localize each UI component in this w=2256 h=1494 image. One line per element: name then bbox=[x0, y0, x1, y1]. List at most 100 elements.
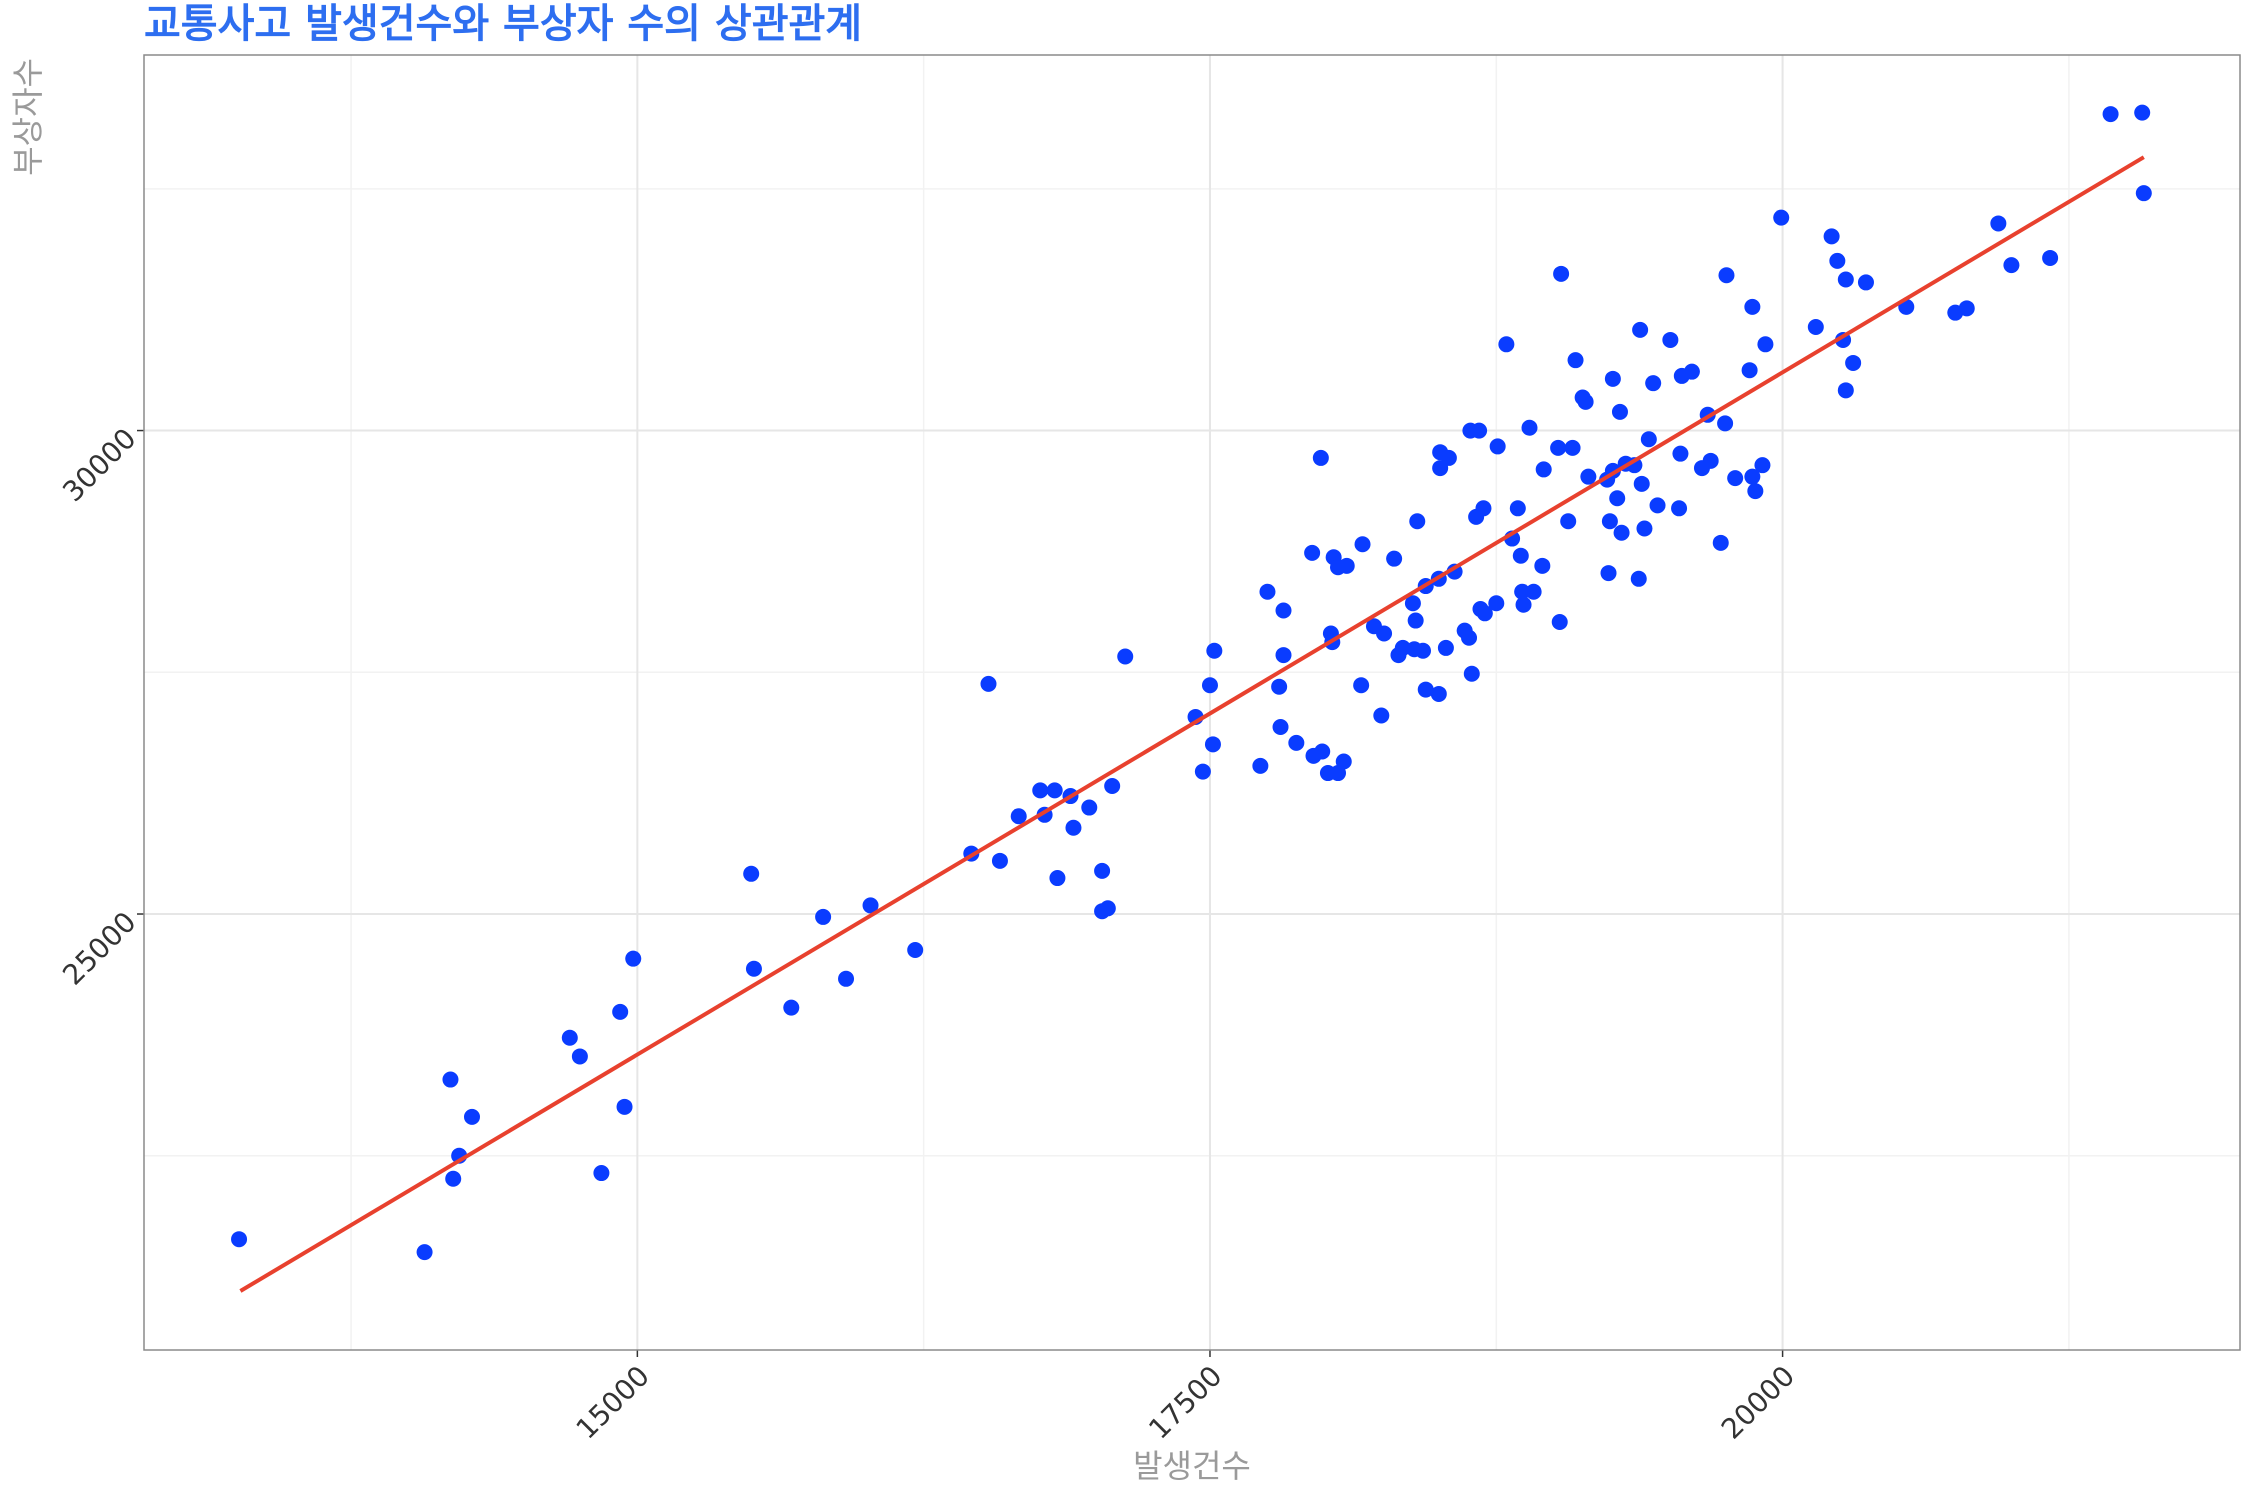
point bbox=[1633, 475, 1650, 492]
point bbox=[1823, 228, 1840, 245]
point bbox=[1712, 534, 1729, 551]
point bbox=[991, 852, 1008, 869]
point bbox=[1600, 565, 1617, 582]
point bbox=[2135, 185, 2152, 202]
point bbox=[1094, 862, 1111, 879]
point bbox=[1613, 524, 1630, 541]
point bbox=[463, 1108, 480, 1125]
point bbox=[571, 1048, 588, 1065]
point bbox=[1049, 870, 1066, 887]
point bbox=[1046, 782, 1063, 799]
point bbox=[2134, 104, 2151, 121]
point bbox=[1275, 647, 1292, 664]
point bbox=[593, 1165, 610, 1182]
point bbox=[815, 908, 832, 925]
point bbox=[1521, 419, 1538, 436]
point bbox=[743, 865, 760, 882]
point bbox=[625, 950, 642, 967]
point bbox=[1335, 753, 1352, 770]
x-axis-label: 발생건수 bbox=[1133, 1447, 1251, 1485]
point bbox=[1717, 415, 1734, 432]
point bbox=[1461, 629, 1478, 646]
point bbox=[1580, 468, 1597, 485]
point bbox=[1338, 557, 1355, 574]
point bbox=[1829, 252, 1846, 269]
point bbox=[1640, 431, 1657, 448]
point bbox=[1567, 352, 1584, 369]
point bbox=[1407, 612, 1424, 629]
point bbox=[1515, 596, 1532, 613]
point bbox=[1081, 799, 1098, 816]
point bbox=[1032, 782, 1049, 799]
point bbox=[1525, 583, 1542, 600]
point bbox=[1373, 707, 1390, 724]
point bbox=[1757, 336, 1774, 353]
point bbox=[1630, 570, 1647, 587]
point bbox=[1404, 595, 1421, 612]
point bbox=[1553, 265, 1570, 282]
point bbox=[1754, 457, 1771, 474]
point bbox=[1632, 321, 1649, 338]
point bbox=[1636, 520, 1653, 537]
point bbox=[1837, 382, 1854, 399]
point bbox=[2102, 106, 2119, 123]
point bbox=[1498, 336, 1515, 353]
point bbox=[1645, 375, 1662, 392]
point bbox=[1354, 536, 1371, 553]
point bbox=[1564, 439, 1581, 456]
point bbox=[862, 897, 879, 914]
point bbox=[1386, 550, 1403, 567]
point bbox=[1550, 439, 1567, 456]
point bbox=[1662, 331, 1679, 348]
point bbox=[1535, 461, 1552, 478]
point bbox=[445, 1170, 462, 1187]
point bbox=[1312, 449, 1329, 466]
point bbox=[1271, 678, 1288, 695]
x-tick-label: 20000 bbox=[1715, 1359, 1801, 1445]
point bbox=[1744, 298, 1761, 315]
point bbox=[1718, 267, 1735, 284]
point bbox=[1488, 595, 1505, 612]
point bbox=[1065, 819, 1082, 836]
point bbox=[1845, 354, 1862, 371]
point bbox=[1741, 362, 1758, 379]
point bbox=[1534, 557, 1551, 574]
point bbox=[1117, 648, 1134, 665]
point bbox=[1204, 736, 1221, 753]
point bbox=[1409, 513, 1426, 530]
point bbox=[1857, 274, 1874, 291]
point bbox=[1437, 639, 1454, 656]
point bbox=[1288, 734, 1305, 751]
point bbox=[1744, 468, 1761, 485]
point bbox=[745, 960, 762, 977]
point bbox=[612, 1003, 629, 1020]
point bbox=[1353, 677, 1370, 694]
point bbox=[1476, 605, 1493, 622]
point bbox=[1604, 370, 1621, 387]
point bbox=[907, 941, 924, 958]
point bbox=[2003, 257, 2020, 274]
point bbox=[1577, 393, 1594, 410]
point bbox=[1272, 719, 1289, 736]
point bbox=[1560, 513, 1577, 530]
point bbox=[1414, 642, 1431, 659]
point bbox=[1010, 808, 1027, 825]
point bbox=[1512, 547, 1529, 564]
point bbox=[1440, 449, 1457, 466]
y-tick-label: 30000 bbox=[56, 422, 142, 508]
point bbox=[1683, 363, 1700, 380]
point bbox=[1304, 544, 1321, 561]
point bbox=[561, 1029, 578, 1046]
point bbox=[1206, 642, 1223, 659]
point bbox=[616, 1098, 633, 1115]
point bbox=[1104, 777, 1121, 794]
point bbox=[1475, 500, 1492, 517]
x-tick-label: 17500 bbox=[1142, 1359, 1228, 1445]
point bbox=[1376, 625, 1393, 642]
point bbox=[1430, 685, 1447, 702]
x-tick-label: 15000 bbox=[570, 1359, 656, 1445]
chart-title: 교통사고 발생건수와 부상자 수의 상관관계 bbox=[144, 1, 862, 47]
y-tick-label: 25000 bbox=[56, 905, 142, 991]
